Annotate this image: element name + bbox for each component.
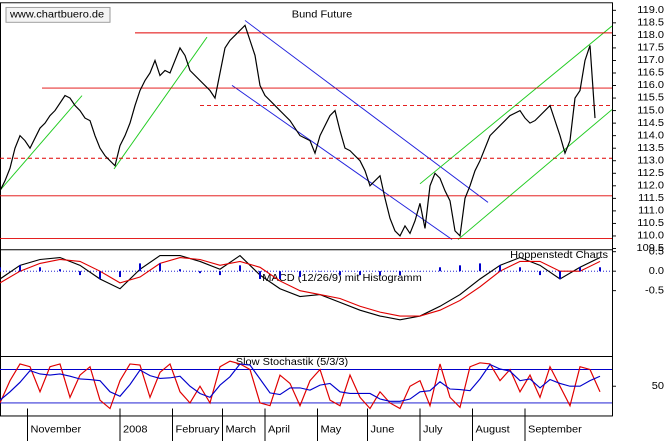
histogram-bar (599, 267, 601, 272)
y-tick-label: 0.5 (649, 246, 664, 258)
y-tick-label: 0.0 (649, 265, 664, 277)
indicator-line (0, 363, 601, 402)
price-line (0, 24, 596, 238)
x-tick-label: June (371, 424, 395, 436)
y-tick-label: 50 (652, 380, 664, 392)
histogram-bar (99, 271, 101, 279)
histogram-bar (219, 271, 221, 276)
y-tick-label: 116.5 (637, 67, 664, 79)
histogram-bar (79, 271, 81, 276)
y-tick-label: 113.0 (637, 155, 664, 167)
histogram-bar (0, 267, 1, 272)
y-tick-label: 110.0 (637, 230, 664, 242)
histogram-bar (19, 265, 21, 272)
site-box (5, 6, 111, 23)
histogram-bar (479, 263, 481, 272)
site-label: www.chartbuero.de (9, 9, 104, 21)
y-tick-label: 116.0 (637, 80, 664, 92)
histogram-bar (39, 267, 41, 272)
histogram-bar (579, 267, 581, 272)
x-tick-label: September (528, 424, 582, 436)
x-tick-label: February (176, 424, 221, 436)
y-tick-label: 112.5 (637, 167, 664, 179)
trend-lines (0, 20, 613, 240)
histogram-bar (499, 265, 501, 272)
y-tick-label: 118.0 (637, 29, 664, 41)
histogram-bar (199, 271, 201, 274)
trend-line (419, 25, 613, 185)
y-tick-label: 109.5 (636, 243, 664, 255)
macd-title: MACD (12/26/9) mit Histogramm (262, 273, 422, 285)
histogram-bar (119, 271, 121, 278)
y-tick-label: 113.5 (637, 142, 664, 154)
trend-line (113, 36, 208, 170)
trend-line (457, 109, 613, 240)
y-tick-label: 114.0 (637, 130, 664, 142)
histogram-bar (259, 271, 261, 279)
histogram-bar (159, 263, 161, 272)
y-tick-label: 111.0 (638, 205, 664, 217)
y-tick-label: 115.0 (637, 105, 664, 117)
histogram-bar (519, 267, 521, 272)
trend-channel (244, 20, 489, 203)
y-tick-label: 118.5 (637, 17, 664, 29)
stoch-title: Slow Stochastik (5/3/3) (236, 356, 348, 368)
y-tick-label: -0.5 (645, 285, 664, 297)
indicator-line (0, 360, 601, 410)
trend-line (0, 95, 83, 191)
y-tick-label: 114.5 (637, 117, 664, 129)
y-tick-label: 117.0 (637, 54, 664, 66)
histogram-bar (59, 269, 61, 272)
x-tick-label: March (226, 424, 257, 436)
histogram-bar (379, 271, 381, 276)
y-tick-label: 112.0 (637, 180, 664, 192)
x-tick-label: July (423, 424, 443, 436)
histogram-bar (139, 263, 141, 272)
source-label: Hoppenstedt Charts (510, 249, 608, 261)
y-tick-label: 111.5 (638, 192, 664, 204)
histogram-bar (559, 271, 561, 279)
histogram-bar (239, 265, 241, 272)
y-tick-label: 110.5 (637, 217, 664, 229)
histogram-bar (399, 271, 401, 276)
x-tick-label: May (321, 424, 342, 436)
histogram-bar (539, 271, 541, 276)
x-tick-label: 2008 (123, 424, 148, 436)
y-tick-label: 115.5 (637, 92, 664, 104)
histogram-bar (179, 269, 181, 272)
trend-channel (231, 85, 453, 240)
x-tick-label: April (268, 424, 290, 436)
chart-title: Bund Future (292, 9, 353, 21)
histogram-bar (339, 271, 341, 276)
histogram-bar (439, 267, 441, 272)
histogram-bar (459, 265, 461, 272)
y-tick-label: 119.0 (637, 4, 664, 16)
histogram-bar (279, 271, 281, 279)
x-tick-label: August (476, 424, 510, 436)
histogram-bar (359, 271, 361, 276)
x-tick-label: November (31, 424, 82, 436)
y-tick-label: 117.5 (637, 42, 664, 54)
histogram-bar (299, 271, 301, 278)
